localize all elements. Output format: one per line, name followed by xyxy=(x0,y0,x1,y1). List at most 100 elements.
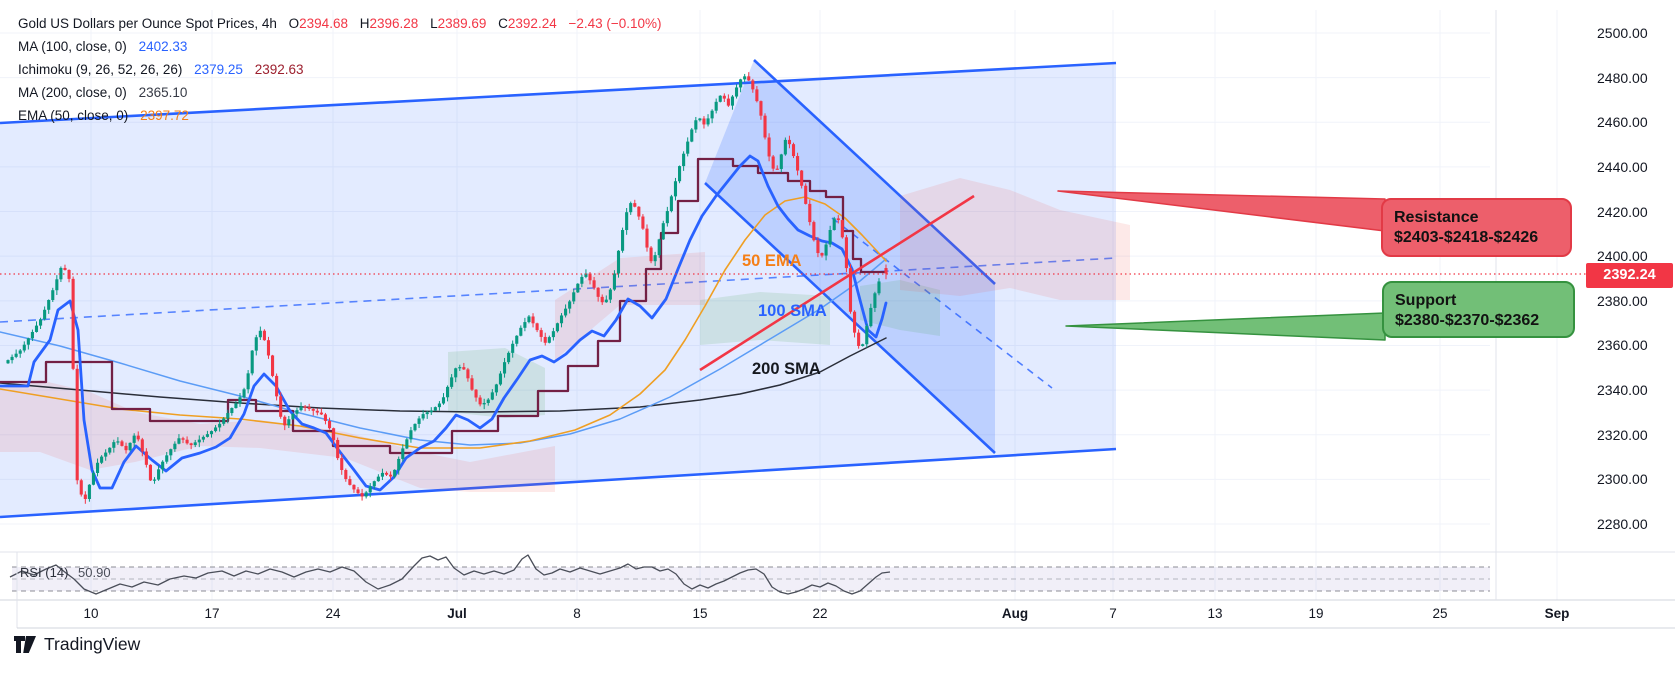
sma200-chart-label[interactable]: 200 SMA xyxy=(752,360,821,378)
ichimoku-cloud-pink xyxy=(555,252,705,360)
sma200-line xyxy=(0,337,887,413)
candlestick xyxy=(10,356,14,361)
candlestick xyxy=(275,375,279,397)
candlestick xyxy=(401,448,405,459)
candlestick xyxy=(185,439,189,444)
candlestick xyxy=(633,203,637,207)
candlestick xyxy=(861,344,865,346)
candlestick xyxy=(454,368,458,378)
candlestick xyxy=(568,301,572,309)
candlestick xyxy=(779,154,783,169)
ema50-chart-label[interactable]: 50 EMA xyxy=(742,252,802,270)
tradingview-logo[interactable]: TradingView xyxy=(14,634,140,655)
candlestick xyxy=(629,203,633,213)
candlestick xyxy=(336,439,340,459)
candlestick xyxy=(641,216,645,229)
candlestick xyxy=(486,399,490,403)
candlestick xyxy=(462,367,466,370)
candlestick xyxy=(177,438,181,444)
candlestick xyxy=(783,139,787,155)
candlestick xyxy=(877,281,881,294)
tradingview-wordmark: TradingView xyxy=(44,634,141,654)
candlestick xyxy=(600,296,604,303)
candlestick xyxy=(466,369,470,379)
channel-lower-line[interactable] xyxy=(0,447,1117,519)
candlestick xyxy=(706,118,710,125)
time-axis-label: Sep xyxy=(1544,606,1570,621)
candlestick xyxy=(531,316,535,324)
time-axis-label: 17 xyxy=(204,606,220,621)
candlestick xyxy=(140,439,144,452)
candlestick xyxy=(384,472,389,475)
descending-channel-right-line[interactable] xyxy=(753,59,996,285)
legend-row-ichimoku[interactable]: Ichimoku (9, 26, 52, 26, 26) 2379.25 239… xyxy=(18,58,662,81)
legend-title-row[interactable]: Gold US Dollars per Ounce Spot Prices, 4… xyxy=(18,12,662,35)
indicator-value: 2379.25 xyxy=(194,62,243,77)
candlestick xyxy=(710,110,714,119)
candlestick xyxy=(18,350,22,354)
candlestick xyxy=(205,434,209,437)
candlestick xyxy=(226,413,230,419)
resistance-callout[interactable]: Resistance $2403-$2418-$2426 xyxy=(1381,198,1572,257)
candlestick xyxy=(478,397,482,405)
candlestick xyxy=(755,89,759,102)
candlestick xyxy=(128,442,132,451)
candlestick xyxy=(116,441,120,443)
rsi-legend-row[interactable]: RSI (14) 50.90 xyxy=(20,565,111,580)
legend-row-ma200[interactable]: MA (200, close, 0) 2365.10 xyxy=(18,81,662,104)
candlestick xyxy=(144,451,148,465)
candlestick xyxy=(502,362,507,374)
candlestick xyxy=(246,373,250,390)
candlestick xyxy=(734,87,739,97)
candlestick xyxy=(108,447,112,453)
candlestick xyxy=(136,435,140,440)
candlestick xyxy=(555,323,559,332)
channel-upper-line[interactable] xyxy=(0,61,1117,125)
candlestick xyxy=(840,220,844,238)
candlestick xyxy=(559,315,564,324)
indicator-value-2: 2392.63 xyxy=(254,62,304,77)
support-callout[interactable]: Support $2380-$2370-$2362 xyxy=(1382,281,1575,338)
symbol-title: Gold US Dollars per Ounce Spot Prices, 4… xyxy=(18,16,277,31)
ichimoku-cloud-pink xyxy=(0,380,135,470)
time-axis-label: 15 xyxy=(692,606,708,621)
candlestick xyxy=(653,255,657,262)
indicator-value: 2365.10 xyxy=(138,85,188,100)
candlestick xyxy=(507,352,511,363)
time-axis-label: Jul xyxy=(447,606,467,621)
indicator-label: MA (200, close, 0) xyxy=(18,85,127,100)
candlestick xyxy=(14,353,18,357)
last-price-badge: 2392.24 xyxy=(1586,263,1673,288)
candlestick xyxy=(673,181,678,197)
ohlc-low-value: 2389.69 xyxy=(437,16,487,31)
candlestick xyxy=(364,492,368,497)
candlestick xyxy=(340,458,344,471)
legend-row-ma100[interactable]: MA (100, close, 0) 2402.33 xyxy=(18,35,662,58)
candlestick xyxy=(307,407,311,409)
candlestick xyxy=(254,337,258,351)
candlestick xyxy=(637,206,641,217)
candlestick xyxy=(75,368,79,481)
candlestick xyxy=(796,156,800,171)
candlestick xyxy=(344,470,348,480)
candlestick xyxy=(6,360,10,364)
indicator-label: EMA (50, close, 0) xyxy=(18,108,129,123)
legend-row-ema50[interactable]: EMA (50, close, 0) 2397.72 xyxy=(18,104,662,127)
sma100-chart-label[interactable]: 100 SMA xyxy=(758,302,827,320)
time-axis[interactable]: 10 17 24 Jul 8 15 22 Aug 7 13 19 25 Sep xyxy=(0,600,1675,628)
red-trendline[interactable] xyxy=(699,194,975,372)
candlestick xyxy=(698,118,702,121)
channel-midline-dashed[interactable] xyxy=(0,257,1117,323)
candlestick xyxy=(234,403,238,409)
candlestick xyxy=(104,452,108,457)
ema50-line xyxy=(0,196,887,449)
candlestick xyxy=(417,418,421,424)
candlestick xyxy=(67,269,71,279)
candlestick xyxy=(722,95,726,99)
candlestick xyxy=(266,340,271,356)
descending-channel-left-line[interactable] xyxy=(704,182,996,454)
candlestick xyxy=(291,413,295,420)
candlestick xyxy=(209,431,214,435)
candlestick xyxy=(397,458,401,470)
